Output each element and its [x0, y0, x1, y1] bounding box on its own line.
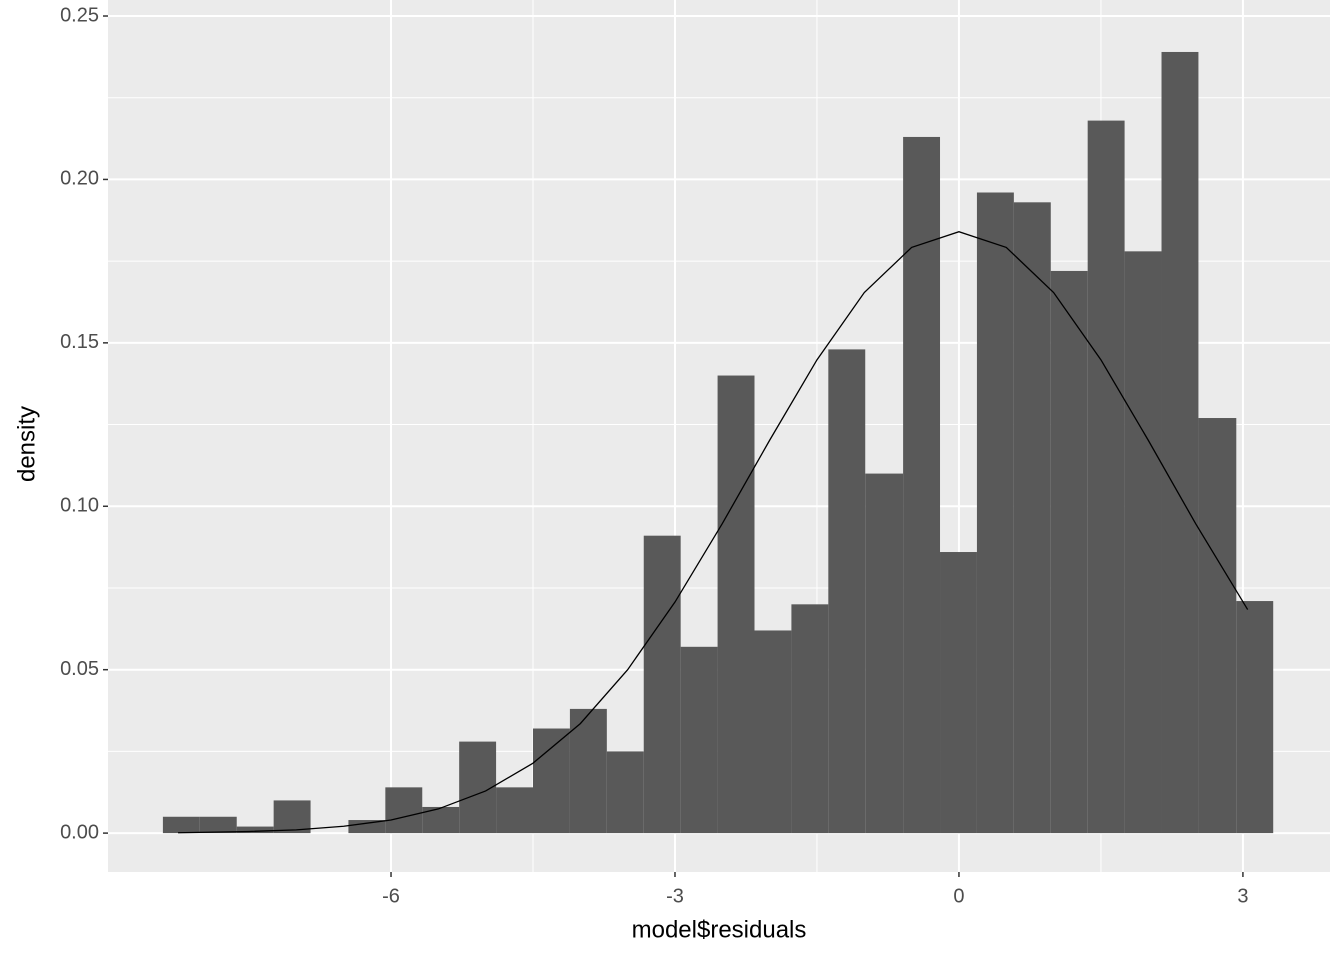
y-tick-label: 0.20: [60, 168, 99, 190]
bar: [162, 816, 200, 834]
bar: [606, 751, 644, 834]
bar: [1236, 601, 1274, 834]
bar: [273, 800, 311, 834]
y-tick-label: 0.05: [60, 658, 99, 680]
density-curve: [178, 231, 1249, 834]
bar: [903, 136, 941, 834]
bar: [1198, 418, 1237, 834]
bar: [976, 192, 1014, 834]
bar: [1124, 251, 1162, 834]
x-tick-label: 0: [953, 885, 964, 907]
bar: [496, 787, 534, 834]
bar: [680, 646, 718, 834]
bar: [717, 375, 755, 834]
bar: [459, 741, 497, 834]
bar: [643, 535, 681, 834]
bar: [533, 728, 570, 834]
bar: [1087, 120, 1125, 834]
x-tick-label: 3: [1237, 885, 1248, 907]
x-axis-title: model$residuals: [632, 916, 807, 943]
y-tick-label: 0.10: [60, 495, 99, 517]
bar: [348, 820, 386, 834]
y-tick-label: 0.25: [60, 4, 99, 26]
bar: [940, 552, 977, 834]
x-tick-label: -3: [666, 885, 684, 907]
y-tick-label: 0.15: [60, 331, 99, 353]
bar: [791, 604, 829, 834]
bar: [1050, 270, 1088, 834]
y-axis-title: density: [13, 406, 40, 482]
bar: [199, 816, 237, 834]
bar: [569, 708, 607, 834]
bar: [1161, 51, 1199, 834]
bar: [754, 630, 792, 834]
bar: [236, 826, 274, 834]
bar: [865, 473, 904, 834]
y-tick-label: 0.00: [60, 821, 99, 843]
bar: [385, 787, 423, 834]
bar: [1013, 202, 1051, 834]
x-tick-label: -6: [382, 885, 400, 907]
bar: [828, 349, 866, 834]
